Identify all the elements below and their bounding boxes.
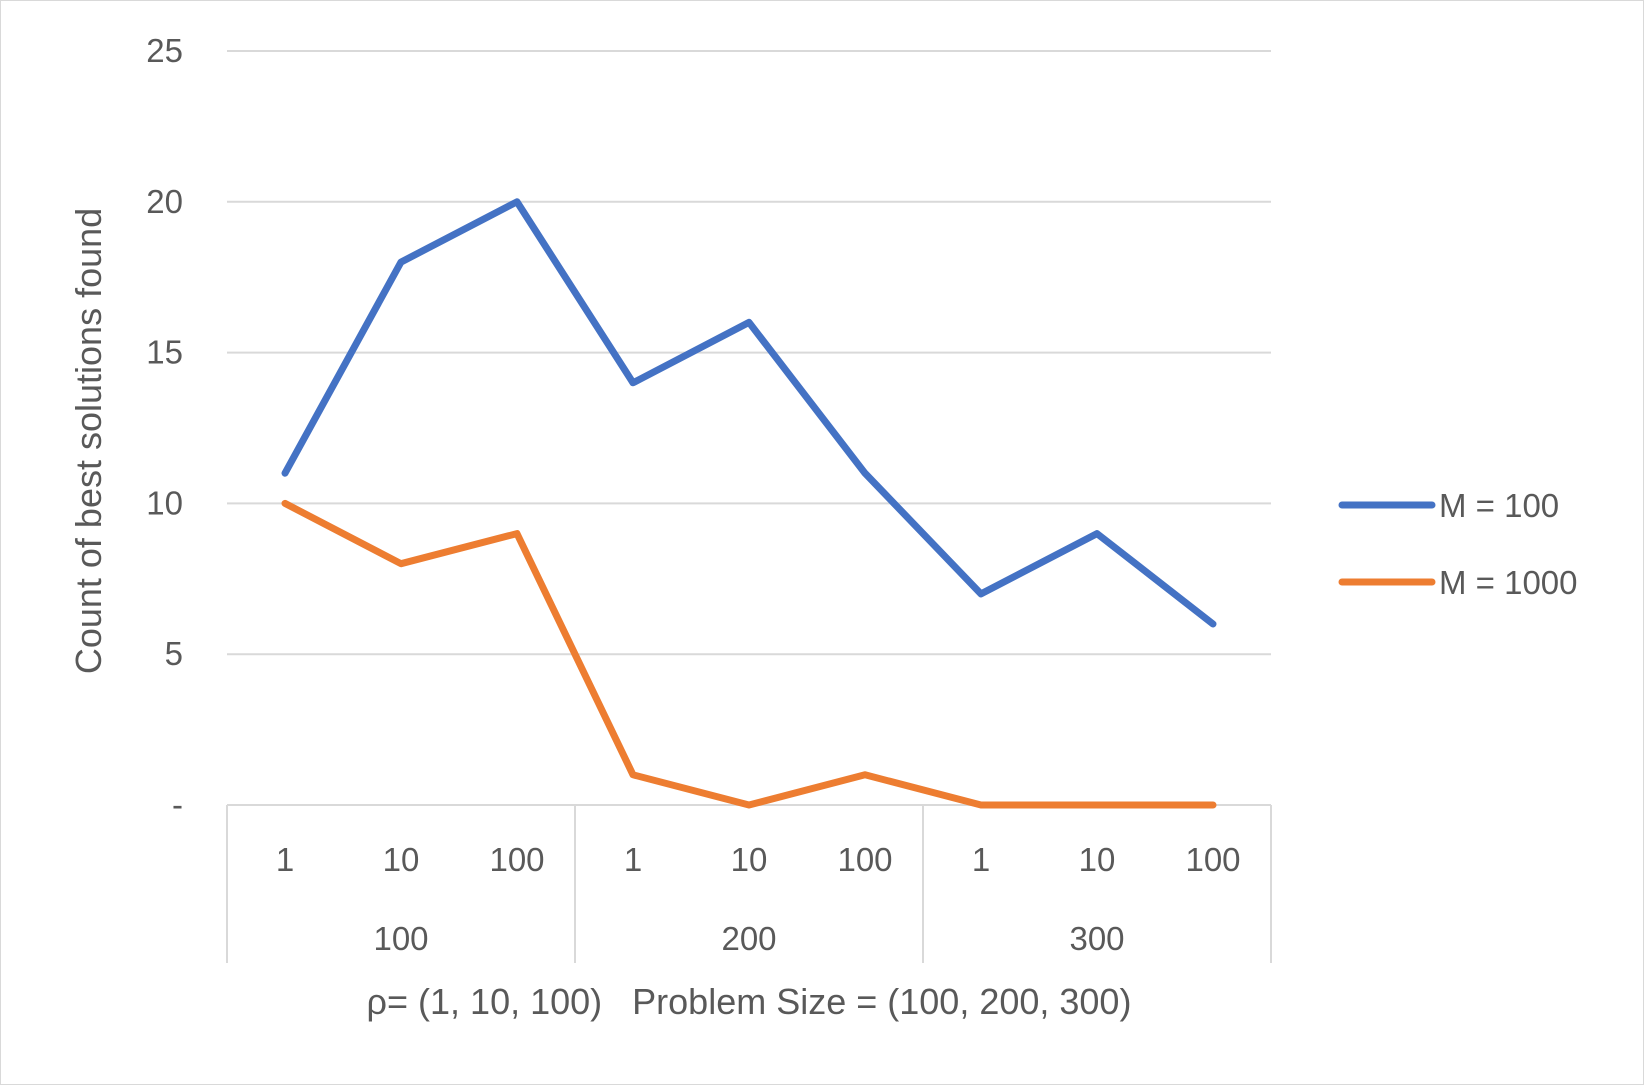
x-group-label: 200 xyxy=(721,920,776,957)
x-tick-label: 1 xyxy=(972,841,990,878)
y-tick-label: 5 xyxy=(165,635,183,672)
gridlines xyxy=(227,51,1271,654)
axis-labels: - 5 10 15 20 25 1 10 100 1 10 100 1 10 100 100 200 300 xyxy=(146,32,1240,957)
x-tick-label: 10 xyxy=(383,841,420,878)
y-axis-title: Count of best solutions found xyxy=(68,208,109,674)
x-group-label: 100 xyxy=(373,920,428,957)
x-tick-label: 100 xyxy=(1185,841,1240,878)
y-tick-label: 20 xyxy=(146,183,183,220)
legend: M = 100 M = 1000 xyxy=(1342,487,1578,601)
y-tick-label: 15 xyxy=(146,334,183,371)
y-tick-label: 25 xyxy=(146,32,183,69)
x-tick-label: 10 xyxy=(1079,841,1116,878)
x-tick-label: 10 xyxy=(731,841,768,878)
x-tick-label: 100 xyxy=(837,841,892,878)
x-tick-label: 1 xyxy=(276,841,294,878)
x-axis-title: ρ= (1, 10, 100) Problem Size = (100, 200… xyxy=(367,981,1132,1022)
legend-label: M = 100 xyxy=(1439,487,1559,524)
y-tick-label: 10 xyxy=(146,484,183,521)
x-tick-label: 100 xyxy=(489,841,544,878)
y-tick-label: - xyxy=(172,786,183,823)
x-group-label: 300 xyxy=(1069,920,1124,957)
x-tick-label: 1 xyxy=(624,841,642,878)
legend-label: M = 1000 xyxy=(1439,564,1578,601)
